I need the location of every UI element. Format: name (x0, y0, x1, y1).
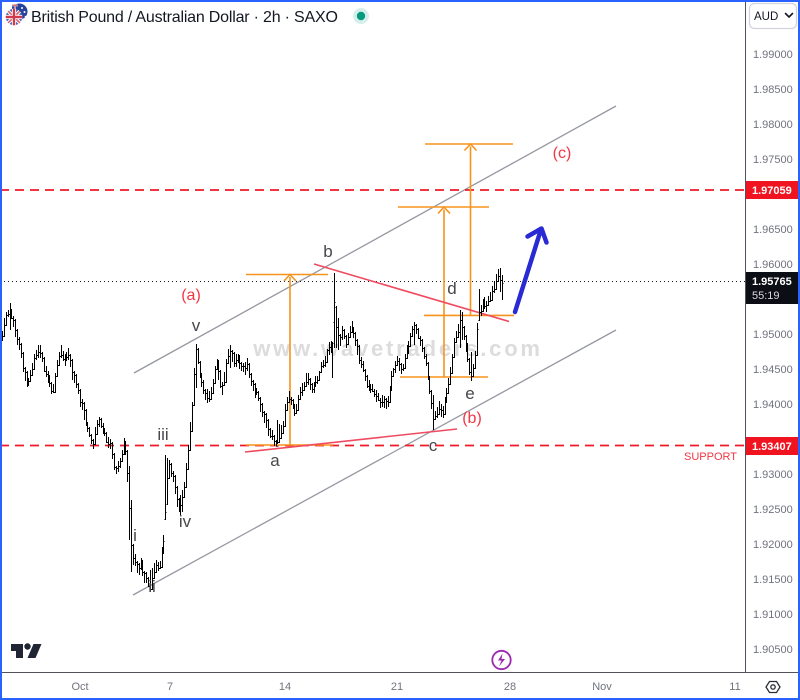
svg-text:iv: iv (179, 512, 192, 531)
svg-text:1.97500: 1.97500 (753, 154, 793, 166)
svg-text:1.96500: 1.96500 (753, 224, 793, 236)
svg-text:21: 21 (391, 681, 403, 693)
svg-text:14: 14 (279, 681, 291, 693)
svg-text:1.96000: 1.96000 (753, 259, 793, 271)
svg-text:1.98500: 1.98500 (753, 84, 793, 96)
svg-text:1.93407: 1.93407 (752, 441, 792, 453)
svg-text:e: e (465, 384, 474, 403)
svg-text:i: i (133, 526, 137, 545)
svg-text:Nov: Nov (592, 681, 612, 693)
svg-text:1.94000: 1.94000 (753, 399, 793, 411)
svg-text:1.98000: 1.98000 (753, 119, 793, 131)
svg-text:7: 7 (167, 681, 173, 693)
svg-text:v: v (192, 316, 201, 335)
svg-text:Oct: Oct (71, 681, 88, 693)
svg-text:1.92500: 1.92500 (753, 504, 793, 516)
svg-text:1.91000: 1.91000 (753, 609, 793, 621)
svg-text:www.wavetraders.com: www.wavetraders.com (252, 336, 543, 361)
svg-text:1.94500: 1.94500 (753, 364, 793, 376)
svg-text:(b): (b) (462, 410, 482, 427)
svg-text:SUPPORT: SUPPORT (684, 451, 737, 463)
svg-text:c: c (429, 436, 438, 455)
svg-text:1.90500: 1.90500 (753, 644, 793, 656)
svg-text:28: 28 (504, 681, 516, 693)
svg-text:a: a (270, 451, 280, 470)
svg-text:d: d (447, 279, 456, 298)
svg-text:1.95765: 1.95765 (752, 276, 792, 288)
svg-text:55:19: 55:19 (752, 290, 780, 302)
svg-text:b: b (323, 242, 332, 261)
svg-text:(a): (a) (181, 287, 201, 304)
svg-text:1.91500: 1.91500 (753, 574, 793, 586)
svg-text:1.93000: 1.93000 (753, 469, 793, 481)
svg-text:1.97059: 1.97059 (752, 185, 792, 197)
svg-text:11: 11 (729, 681, 740, 693)
svg-text:1.99000: 1.99000 (753, 49, 793, 61)
svg-text:British Pound / Australian Dol: British Pound / Australian Dollar · 2h ·… (31, 9, 338, 26)
svg-text:iii: iii (157, 425, 168, 444)
svg-text:AUD: AUD (754, 11, 778, 23)
svg-text:1.95000: 1.95000 (753, 329, 793, 341)
svg-text:(c): (c) (553, 145, 572, 162)
svg-text:ii: ii (148, 577, 156, 596)
svg-text:1.92000: 1.92000 (753, 539, 793, 551)
